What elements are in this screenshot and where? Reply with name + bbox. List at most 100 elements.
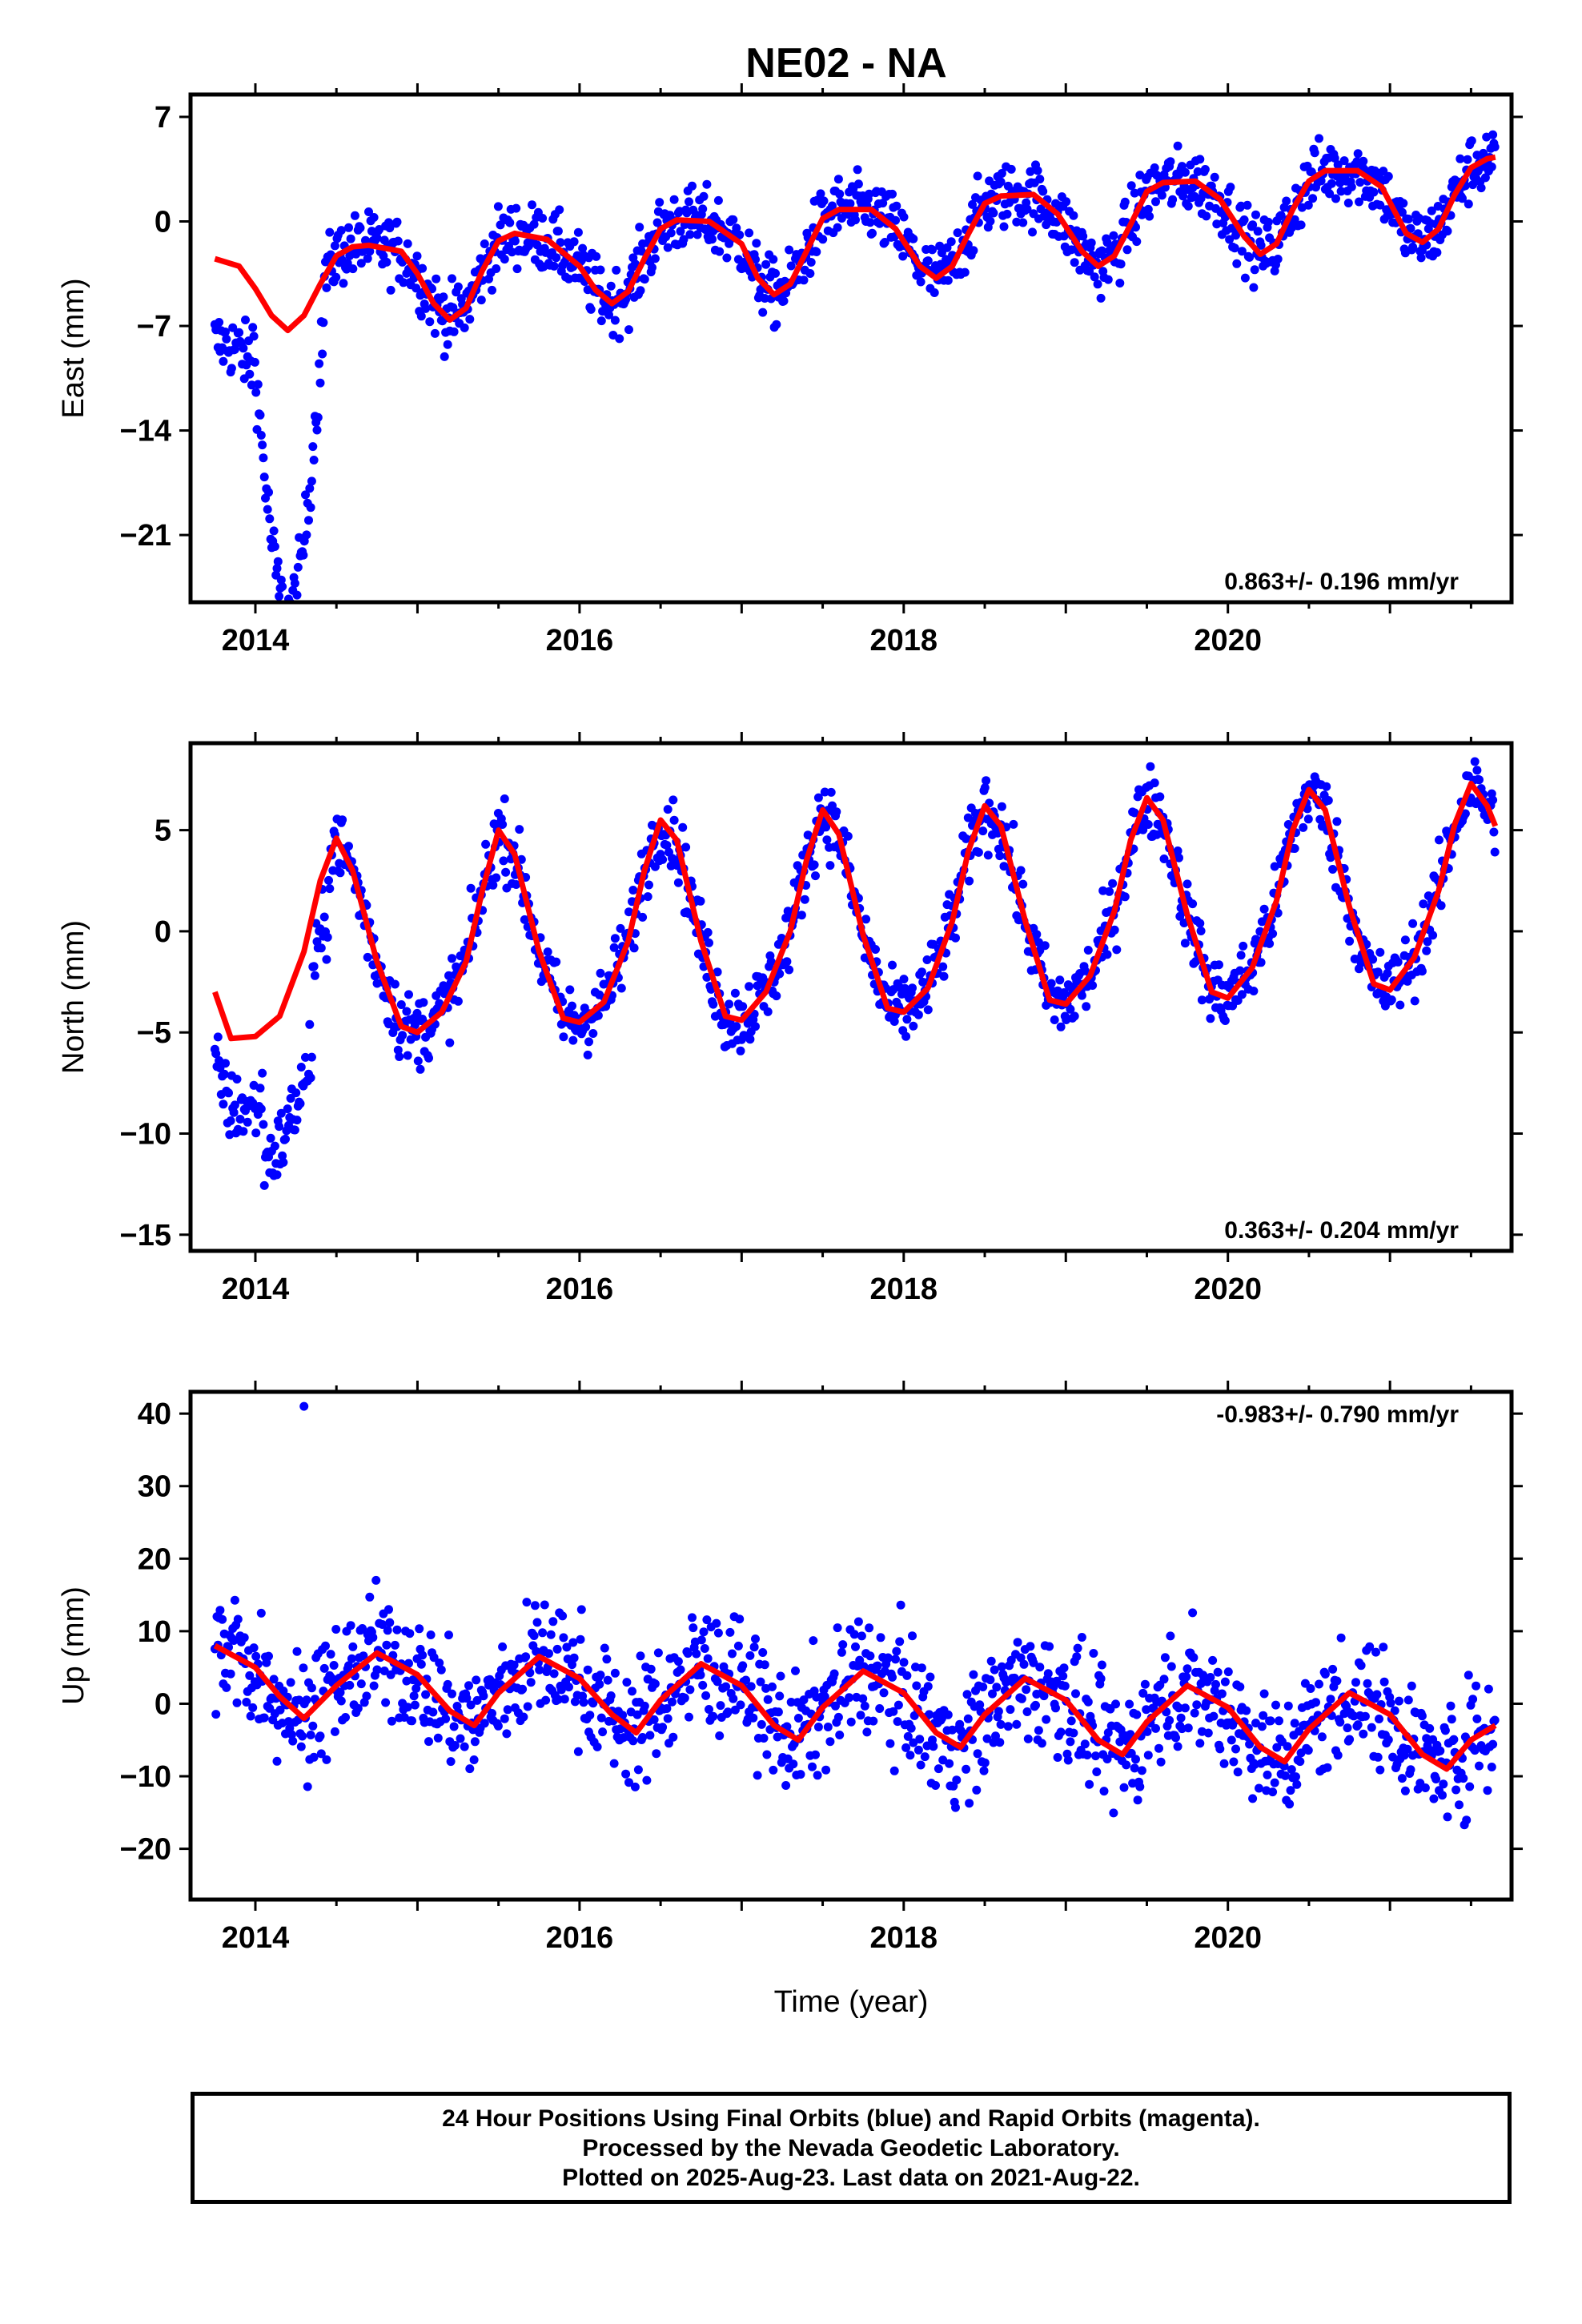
- east-data-point: [688, 181, 697, 191]
- up-data-point: [1071, 1689, 1080, 1699]
- up-data-point: [1135, 1782, 1145, 1791]
- up-data-point: [1435, 1746, 1445, 1755]
- north-data-point: [999, 862, 1009, 871]
- up-data-point: [692, 1649, 701, 1659]
- east-data-point: [722, 253, 732, 263]
- up-data-point: [1154, 1743, 1163, 1753]
- north-data-point: [1138, 825, 1148, 834]
- up-data-point: [222, 1683, 231, 1692]
- east-data-point: [430, 328, 440, 338]
- north-data-point: [390, 979, 400, 989]
- up-data-point: [762, 1750, 772, 1759]
- north-y-axis-label: North (mm): [57, 920, 90, 1074]
- up-data-point: [303, 1782, 312, 1791]
- east-data-point: [1035, 175, 1045, 184]
- east-x-tick-label: 2016: [546, 624, 614, 657]
- east-data-point: [1282, 196, 1291, 206]
- up-data-point: [823, 1723, 833, 1731]
- up-data-point: [1263, 1770, 1272, 1779]
- up-data-point: [242, 1698, 251, 1707]
- east-data-point: [304, 516, 313, 525]
- north-data-point: [811, 871, 820, 881]
- up-data-point: [1085, 1779, 1094, 1789]
- east-data-point: [786, 261, 796, 271]
- up-data-point: [299, 1401, 309, 1411]
- east-data-point: [222, 334, 231, 344]
- up-data-point: [716, 1701, 725, 1711]
- east-data-point: [512, 203, 521, 213]
- up-data-point: [1447, 1715, 1456, 1724]
- up-data-point: [1042, 1715, 1051, 1724]
- east-data-point: [1476, 183, 1486, 193]
- up-data-point: [1286, 1786, 1295, 1795]
- up-data-point: [735, 1614, 745, 1624]
- east-data-point: [592, 251, 601, 261]
- up-data-point: [1431, 1775, 1441, 1783]
- up-data-point: [633, 1765, 643, 1775]
- east-data-point: [215, 318, 224, 327]
- east-data-point: [960, 267, 970, 277]
- up-data-point: [392, 1625, 402, 1634]
- north-rate-annotation: 0.363+/- 0.204 mm/yr: [1224, 1217, 1459, 1244]
- east-data-point: [552, 253, 561, 263]
- north-data-point: [1265, 939, 1275, 948]
- up-data-point: [365, 1592, 375, 1602]
- east-data-point: [1103, 275, 1113, 284]
- up-data-point: [379, 1667, 389, 1675]
- east-data-point: [235, 328, 244, 337]
- east-data-point: [1131, 223, 1140, 232]
- east-data-point: [685, 230, 695, 239]
- east-data-point: [615, 334, 624, 344]
- east-data-point: [1168, 195, 1178, 204]
- north-data-point: [609, 943, 619, 952]
- east-data-point: [1193, 167, 1203, 176]
- east-data-point: [278, 582, 287, 591]
- east-data-point: [1180, 167, 1190, 177]
- east-data-point: [1116, 259, 1126, 269]
- east-data-point: [1210, 172, 1219, 182]
- east-data-point: [735, 230, 745, 239]
- up-data-point: [1275, 1716, 1283, 1726]
- north-data-point: [402, 1007, 412, 1016]
- up-data-point: [1303, 1746, 1313, 1755]
- east-data-point: [309, 456, 319, 464]
- up-data-point: [759, 1734, 769, 1743]
- up-data-point: [1083, 1697, 1093, 1707]
- north-data-point: [1059, 988, 1069, 997]
- up-data-point: [853, 1617, 863, 1626]
- up-data-point: [1311, 1698, 1320, 1707]
- north-data-point: [1328, 865, 1338, 874]
- up-data-point: [1468, 1695, 1478, 1704]
- up-data-point: [553, 1695, 563, 1704]
- up-data-point: [602, 1655, 612, 1664]
- north-y-tick-label: −15: [120, 1219, 171, 1252]
- east-data-point: [1145, 211, 1154, 221]
- up-data-point: [1367, 1723, 1376, 1732]
- up-data-point: [1211, 1679, 1220, 1689]
- north-data-point: [821, 822, 831, 832]
- up-data-point: [995, 1738, 1005, 1747]
- east-data-point: [1467, 136, 1476, 146]
- up-data-point: [1165, 1715, 1174, 1725]
- north-data-point: [1040, 941, 1050, 951]
- east-data-point: [372, 233, 382, 243]
- up-data-point: [576, 1605, 586, 1614]
- up-data-point: [943, 1710, 953, 1719]
- up-data-point: [1002, 1678, 1011, 1687]
- east-data-point: [460, 323, 469, 332]
- up-data-point: [1323, 1763, 1332, 1772]
- north-data-point: [1373, 967, 1383, 977]
- up-data-point: [833, 1712, 843, 1722]
- east-data-point: [635, 223, 644, 232]
- north-data-point: [713, 967, 722, 977]
- up-data-point: [500, 1714, 509, 1723]
- up-data-point: [978, 1683, 988, 1691]
- north-data-point: [1188, 899, 1198, 909]
- east-data-point: [1248, 220, 1258, 230]
- east-data-point: [1403, 215, 1413, 223]
- north-data-point: [1016, 866, 1026, 875]
- north-data-point: [1489, 827, 1499, 837]
- east-data-point: [1002, 209, 1012, 219]
- up-data-point: [628, 1736, 638, 1746]
- up-data-point: [833, 1623, 842, 1633]
